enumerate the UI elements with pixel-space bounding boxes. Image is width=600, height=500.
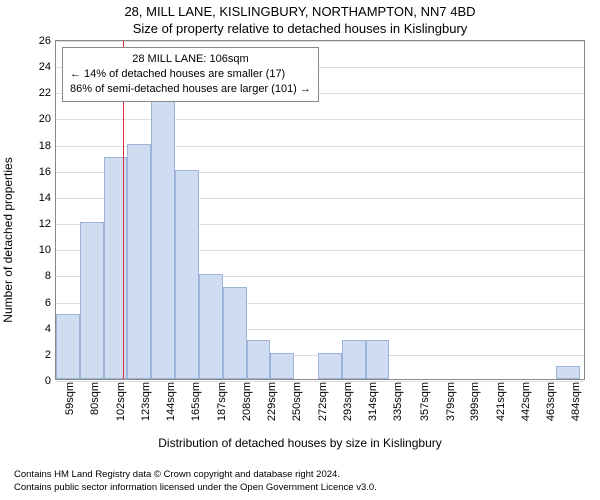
y-axis-label: Number of detached properties xyxy=(1,157,15,322)
y-tick-label: 24 xyxy=(39,61,56,73)
histogram-bar xyxy=(56,314,80,379)
x-tick-label: 229sqm xyxy=(266,382,278,421)
chart-container: 28, MILL LANE, KISLINGBURY, NORTHAMPTON,… xyxy=(0,0,600,500)
x-tick-label: 144sqm xyxy=(165,382,177,421)
x-tick-label: 165sqm xyxy=(190,382,202,421)
x-tick-label: 442sqm xyxy=(520,382,532,421)
x-tick-label: 335sqm xyxy=(392,382,404,421)
y-tick-label: 6 xyxy=(45,297,56,309)
x-tick-label: 123sqm xyxy=(140,382,152,421)
y-tick-label: 16 xyxy=(39,166,56,178)
x-tick-label: 102sqm xyxy=(115,382,127,421)
x-tick-label: 399sqm xyxy=(469,382,481,421)
y-tick-label: 4 xyxy=(45,323,56,335)
histogram-bar xyxy=(223,287,247,379)
footer-line1: Contains HM Land Registry data © Crown c… xyxy=(14,469,377,481)
histogram-bar xyxy=(104,157,128,379)
x-tick-label: 208sqm xyxy=(241,382,253,421)
x-tick-label: 59sqm xyxy=(64,382,76,415)
histogram-bar xyxy=(127,144,151,379)
legend-smaller: ← 14% of detached houses are smaller (17… xyxy=(70,67,311,82)
y-tick-label: 18 xyxy=(39,140,56,152)
chart-title-line1: 28, MILL LANE, KISLINGBURY, NORTHAMPTON,… xyxy=(0,4,600,19)
x-axis-label: Distribution of detached houses by size … xyxy=(0,436,600,450)
x-tick-group: 59sqm 80sqm 102sqm 123sqm 144sqm 165sqm 187sqm… xyxy=(55,380,585,434)
footer-attribution: Contains HM Land Registry data © Crown c… xyxy=(14,469,377,494)
histogram-bar xyxy=(151,91,175,379)
histogram-bar xyxy=(342,340,366,379)
grid-line xyxy=(56,41,584,42)
y-tick-label: 10 xyxy=(39,244,56,256)
y-tick-label: 14 xyxy=(39,192,56,204)
plot-area: 02468101214161820222426 28 MILL LANE: 10… xyxy=(55,40,585,380)
y-tick-label: 26 xyxy=(39,35,56,47)
chart-title-line2: Size of property relative to detached ho… xyxy=(0,21,600,36)
grid-line xyxy=(56,119,584,120)
x-tick-label: 421sqm xyxy=(495,382,507,421)
legend-box: 28 MILL LANE: 106sqm ← 14% of detached h… xyxy=(62,47,319,102)
legend-title: 28 MILL LANE: 106sqm xyxy=(70,52,311,67)
y-tick-label: 2 xyxy=(45,349,56,361)
y-tick-label: 20 xyxy=(39,113,56,125)
x-tick-label: 379sqm xyxy=(445,382,457,421)
histogram-bar xyxy=(270,353,294,379)
x-tick-label: 272sqm xyxy=(317,382,329,421)
histogram-bar xyxy=(247,340,271,379)
x-tick-label: 357sqm xyxy=(419,382,431,421)
x-tick-label: 484sqm xyxy=(570,382,582,421)
x-tick-label: 314sqm xyxy=(367,382,379,421)
footer-line2: Contains public sector information licen… xyxy=(14,482,377,494)
histogram-bar xyxy=(318,353,342,379)
histogram-bar xyxy=(366,340,390,379)
histogram-bar xyxy=(199,274,223,379)
x-tick-label: 463sqm xyxy=(545,382,557,421)
y-tick-label: 22 xyxy=(39,87,56,99)
histogram-bar xyxy=(556,366,580,379)
x-tick-label: 80sqm xyxy=(89,382,101,415)
histogram-bar xyxy=(175,170,199,379)
x-tick-label: 293sqm xyxy=(342,382,354,421)
x-tick-label: 187sqm xyxy=(216,382,228,421)
legend-larger: 86% of semi-detached houses are larger (… xyxy=(70,82,311,97)
histogram-bar xyxy=(80,222,104,379)
y-tick-label: 8 xyxy=(45,270,56,282)
x-tick-label: 250sqm xyxy=(291,382,303,421)
y-tick-label: 12 xyxy=(39,218,56,230)
